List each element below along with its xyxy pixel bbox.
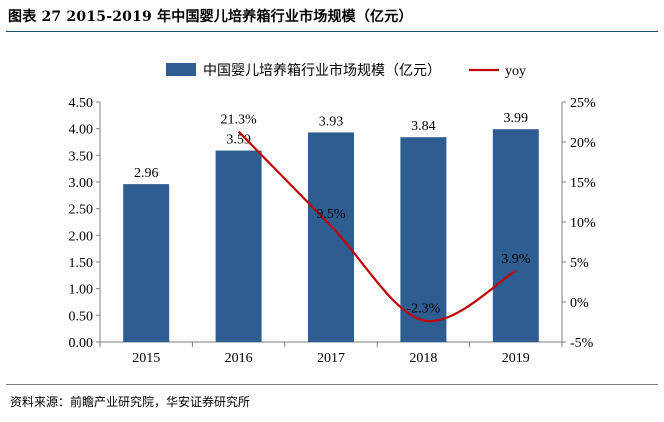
source-note: 资料来源：前瞻产业研究院，华安证券研究所 <box>10 395 251 409</box>
x-axis-tick-label: 2017 <box>317 351 345 366</box>
yoy-data-label: 3.9% <box>501 252 531 267</box>
bar-series <box>123 129 539 342</box>
bar-data-label: 3.99 <box>504 111 529 126</box>
yoy-data-label: 9.5% <box>316 207 346 222</box>
yoy-labels: 21.3% 9.5% -2.3% 3.9% <box>221 113 531 317</box>
left-axis-tick-label: 1.50 <box>69 256 94 271</box>
left-axis-tick-label: 2.00 <box>69 229 94 244</box>
left-axis-tick-label: 3.00 <box>69 176 94 191</box>
x-axis-tick-label: 2019 <box>502 351 530 366</box>
left-axis-tick-label: 1.00 <box>69 283 94 298</box>
yoy-line <box>237 130 517 323</box>
right-axis-tick-label: 25% <box>570 96 596 111</box>
bar-data-label: 2.96 <box>134 166 159 181</box>
right-axis-tick-label: 20% <box>570 136 596 151</box>
left-axis-tick-label: 4.50 <box>69 96 94 111</box>
bar <box>308 132 354 342</box>
right-axis-tick-label: 5% <box>570 256 589 271</box>
legend: 中国婴儿培养箱行业市场规模（亿元） yoy <box>166 62 526 79</box>
footer-rule <box>6 384 658 385</box>
figure-title: 图表 27 2015-2019 年中国婴儿培养箱行业市场规模（亿元） <box>8 9 413 25</box>
bar-data-label: 3.93 <box>319 114 344 129</box>
right-axis-tick-label: -5% <box>570 336 594 351</box>
right-axis-tick-label: 0% <box>570 296 589 311</box>
bar-data-label: 3.84 <box>411 119 436 134</box>
x-axis-tick-label: 2016 <box>225 351 253 366</box>
bar-data-label: 3.59 <box>226 133 251 148</box>
yoy-series <box>237 130 517 323</box>
legend-bar-swatch <box>166 63 196 76</box>
bar <box>123 184 170 342</box>
left-axis-tick-label: 0.50 <box>69 309 94 324</box>
legend-bar-label: 中国婴儿培养箱行业市场规模（亿元） <box>203 62 441 79</box>
left-axis-tick-label: 0.00 <box>69 336 94 351</box>
bar <box>215 150 262 342</box>
bar <box>492 129 539 342</box>
left-axis-tick-label: 3.50 <box>69 149 94 164</box>
bar <box>400 137 447 342</box>
chart: 中国婴儿培养箱行业市场规模（亿元） yoy 0.00 0.50 1.00 1.50 2.0… <box>69 62 597 366</box>
left-axis-tick-label: 4.00 <box>69 123 94 138</box>
x-axis-tick-label: 2018 <box>409 351 437 366</box>
title-rule <box>6 31 658 32</box>
yoy-data-label: -2.3% <box>406 301 440 316</box>
left-axis-tick-label: 2.50 <box>69 203 94 218</box>
bar-labels: 2.96 3.59 3.93 3.84 3.99 <box>134 111 528 181</box>
legend-line-label: yoy <box>505 64 526 79</box>
right-axis-tick-label: 10% <box>570 216 596 231</box>
x-axis-tick-label: 2015 <box>132 351 160 366</box>
axes: 0.00 0.50 1.00 1.50 2.00 2.50 3.00 3.50 4.00 4.50… <box>69 96 597 366</box>
yoy-data-label: 21.3% <box>221 113 258 128</box>
right-axis-tick-label: 15% <box>570 176 596 191</box>
